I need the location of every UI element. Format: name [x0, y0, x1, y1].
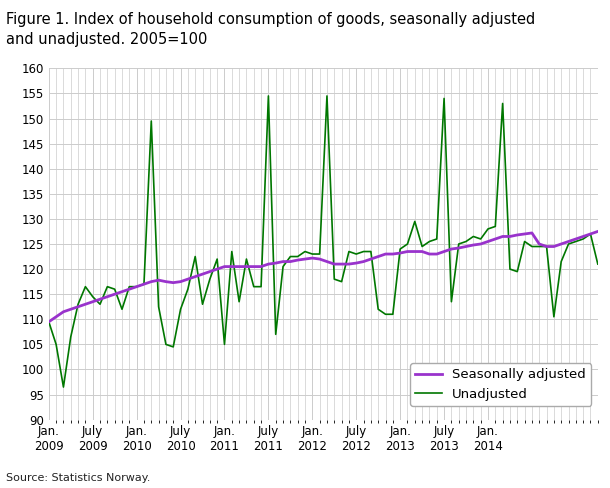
- Unadjusted: [104, 284, 111, 289]
- Line: Seasonally adjusted: Seasonally adjusted: [49, 231, 598, 322]
- Unadjusted: [594, 261, 601, 267]
- Seasonally adjusted: [96, 296, 104, 302]
- Unadjusted: [60, 384, 67, 390]
- Unadjusted: [499, 101, 506, 106]
- Unadjusted: [45, 319, 52, 325]
- Unadjusted: [411, 219, 418, 224]
- Text: Figure 1. Index of household consumption of goods, seasonally adjusted
and unadj: Figure 1. Index of household consumption…: [6, 12, 536, 47]
- Seasonally adjusted: [331, 261, 338, 267]
- Legend: Seasonally adjusted, Unadjusted: Seasonally adjusted, Unadjusted: [410, 363, 591, 406]
- Unadjusted: [265, 93, 272, 99]
- Seasonally adjusted: [484, 239, 492, 244]
- Seasonally adjusted: [45, 319, 52, 325]
- Seasonally adjusted: [594, 228, 601, 234]
- Unadjusted: [243, 256, 250, 262]
- Seasonally adjusted: [396, 250, 404, 256]
- Unadjusted: [426, 239, 433, 244]
- Line: Unadjusted: Unadjusted: [49, 96, 598, 387]
- Seasonally adjusted: [411, 248, 418, 254]
- Seasonally adjusted: [235, 264, 243, 269]
- Text: Source: Statistics Norway.: Source: Statistics Norway.: [6, 473, 151, 483]
- Unadjusted: [345, 248, 353, 254]
